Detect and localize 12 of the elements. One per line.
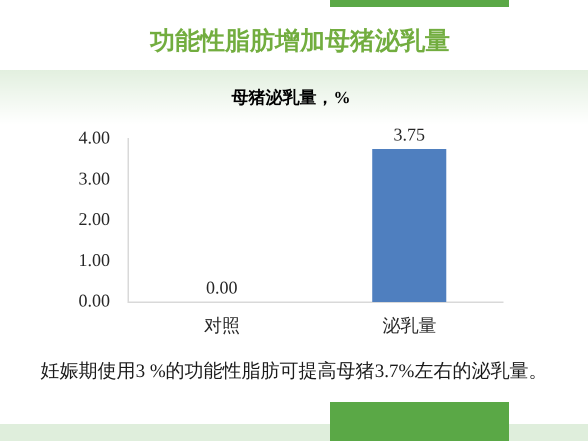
text: 妊娠期使用3 %的功能性脂肪可提高母猪3.7%左右的泌乳量。 xyxy=(40,360,548,384)
y-tick-label: 1.00 xyxy=(78,250,110,270)
y-tick-label: 3.00 xyxy=(78,168,110,188)
chart-title: 功能性脂肪增加母猪泌乳量 xyxy=(148,25,451,57)
x-tick-label: 对照 xyxy=(204,316,240,336)
y-tick-label: 2.00 xyxy=(78,209,110,230)
data-label: 0.00 xyxy=(206,278,238,298)
chart-subtitle: 母猪泌乳量，% xyxy=(230,87,352,109)
y-tick-label: 4.00 xyxy=(78,128,110,148)
x-tick-label: 泌乳量 xyxy=(382,316,436,336)
data-label: 3.75 xyxy=(394,124,425,145)
y-tick-label: 0.00 xyxy=(78,290,110,311)
